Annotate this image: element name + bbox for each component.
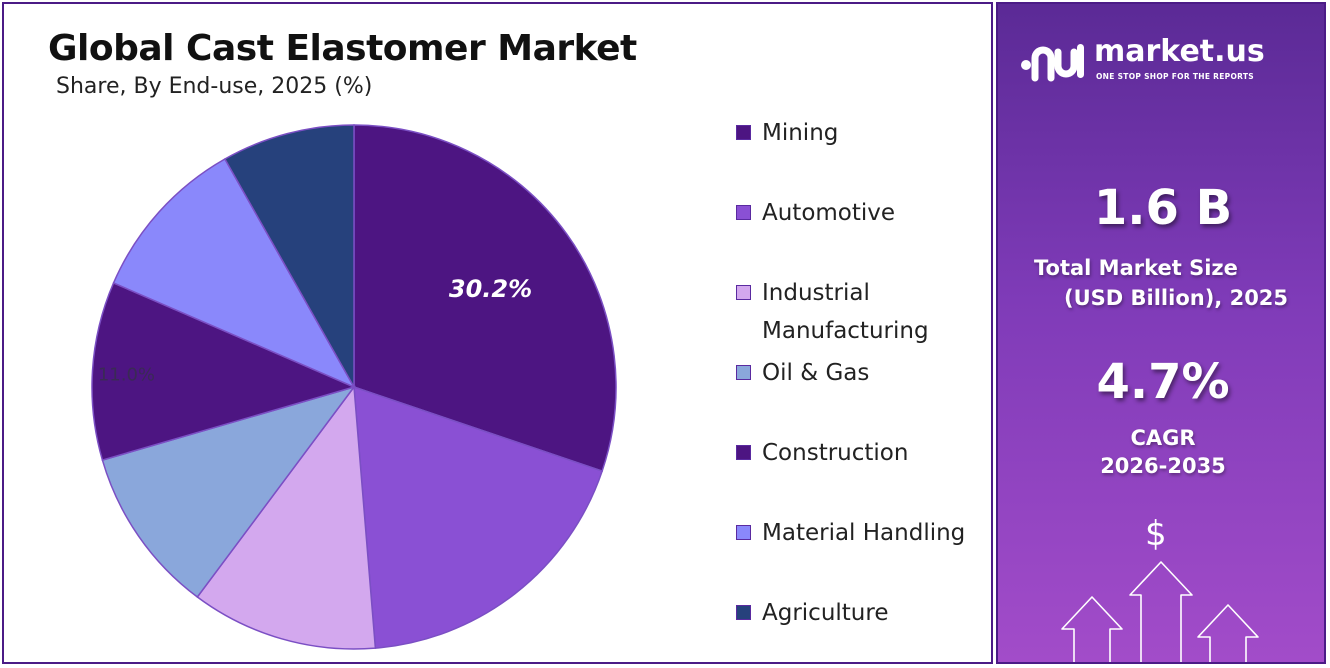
legend-swatch: [736, 445, 751, 460]
market-size-value: 1.6 B: [1093, 180, 1233, 236]
legend-label: Agriculture: [762, 600, 889, 626]
cagr-value: 4.7%: [1096, 354, 1230, 410]
chart-panel: Global Cast Elastomer Market Share, By E…: [2, 2, 993, 664]
legend-swatch: [736, 205, 751, 220]
market-us-logo-icon: [1021, 44, 1084, 82]
market-size-label-1: Total Market Size: [1034, 256, 1238, 280]
pie-slice-mining: [353, 124, 617, 473]
legend-label: Material Handling: [762, 520, 966, 546]
cagr-period: 2026-2035: [1100, 454, 1226, 478]
dollar-icon: $: [1145, 514, 1167, 554]
brand-logo: market.us ONE STOP SHOP FOR THE REPORTS: [1018, 34, 1265, 88]
legend-label: Oil & Gas: [762, 360, 870, 386]
legend-label: Industrial Manufacturing: [762, 280, 929, 344]
legend-swatch: [736, 285, 751, 300]
stats-panel: market.us ONE STOP SHOP FOR THE REPORTS …: [996, 2, 1326, 664]
pie-slice-construction: [91, 281, 357, 462]
legend-swatch: [736, 525, 751, 540]
market-size-label-2: (USD Billion), 2025: [1064, 286, 1289, 310]
brand-tagline: ONE STOP SHOP FOR THE REPORTS: [1096, 72, 1254, 81]
pie-slice-industrial-manufacturing: [196, 384, 377, 650]
pie-slice-material-handling: [112, 157, 356, 389]
pie-slice-automotive: [353, 385, 604, 649]
pie-slice-agriculture: [223, 124, 355, 390]
legend-label: Mining: [762, 120, 839, 146]
legend-swatch: [736, 605, 751, 620]
growth-arrows-icon: [1061, 561, 1259, 662]
legend-label: Automotive: [762, 200, 896, 226]
legend-swatch: [736, 125, 751, 140]
legend-label: Construction: [762, 440, 909, 466]
cagr-label: CAGR: [1130, 426, 1196, 450]
pie-data-label: 30.2%: [449, 275, 532, 303]
pie-chart: 30.2% 11.0%: [91, 124, 617, 650]
chart-title: Global Cast Elastomer Market: [48, 28, 637, 69]
pie-slice-oil-gas: [101, 385, 356, 599]
brand-name: market.us: [1094, 34, 1265, 69]
legend-swatch: [736, 365, 751, 380]
pie-data-label: 11.0%: [98, 365, 155, 386]
chart-subtitle: Share, By End-use, 2025 (%): [56, 74, 373, 99]
